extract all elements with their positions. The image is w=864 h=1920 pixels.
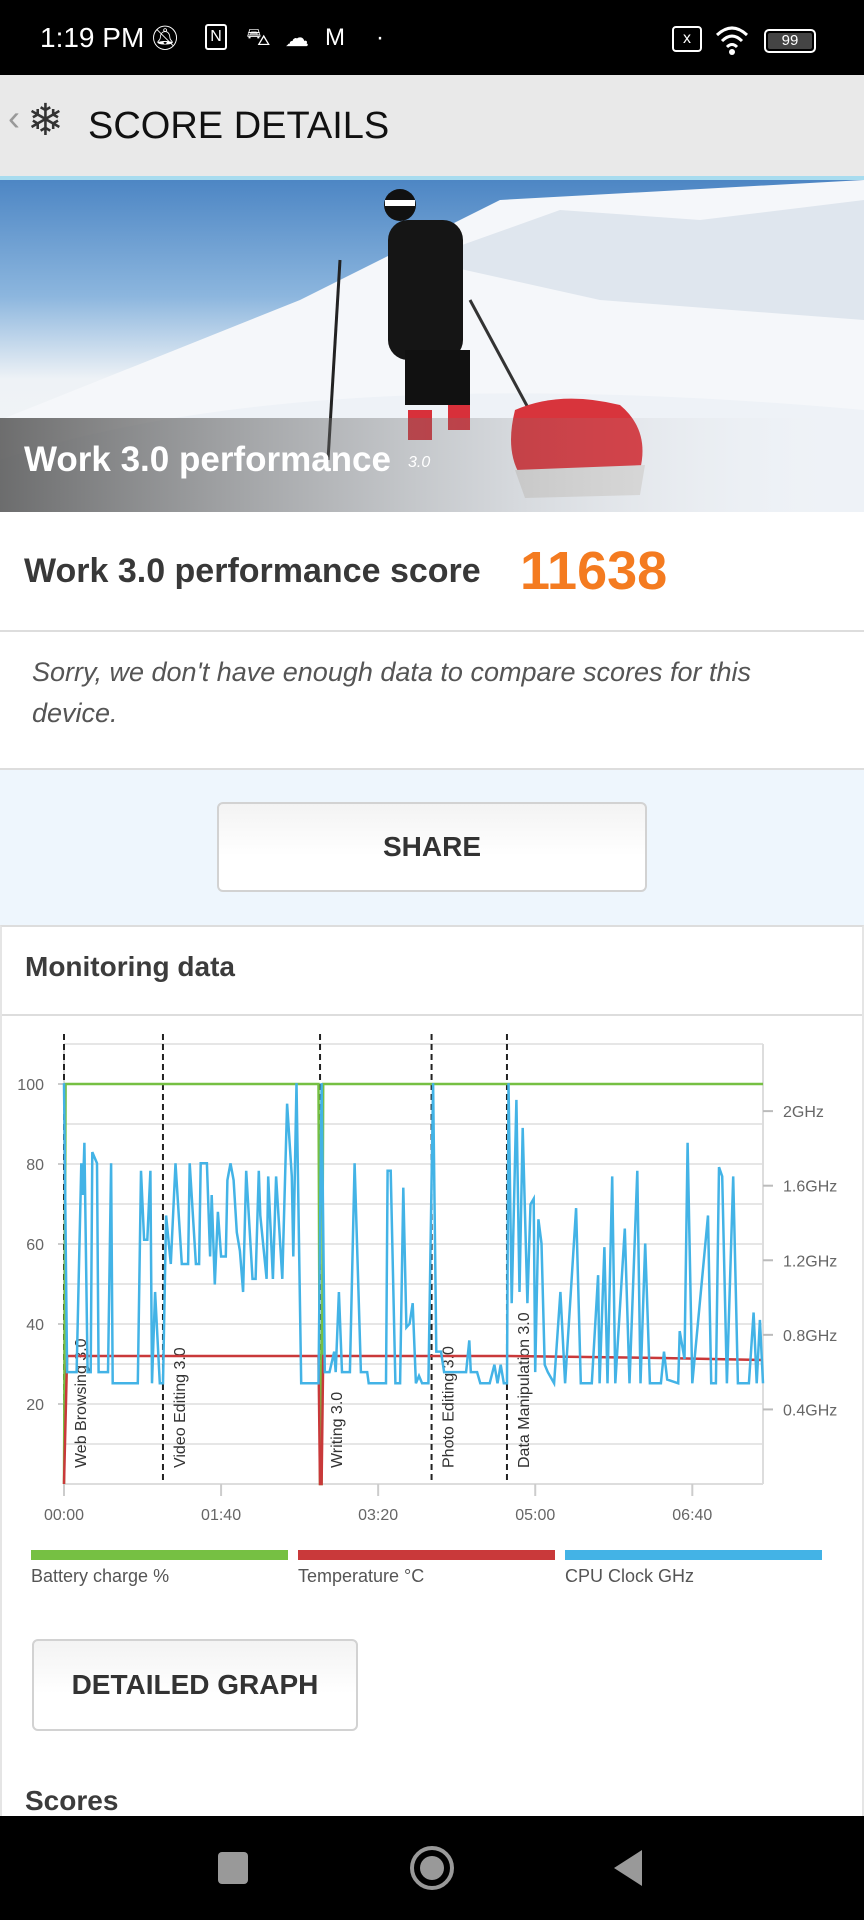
monitoring-card: Monitoring data DETAILED GRAPH Scores	[0, 925, 864, 1816]
navigation-bar	[0, 1816, 864, 1920]
status-time: 1:19 PM	[40, 22, 145, 53]
legend-label: Temperature °C	[298, 1566, 425, 1586]
score-label: Work 3.0 performance score	[24, 552, 481, 590]
dot-icon: ·	[376, 24, 384, 51]
back-button[interactable]	[612, 1848, 644, 1888]
notice-text: Sorry, we don't have enough data to comp…	[32, 657, 752, 728]
detailed-graph-button[interactable]: DETAILED GRAPH	[32, 1639, 358, 1731]
battery-level: 99	[768, 33, 812, 49]
hero-version: 3.0	[408, 454, 431, 471]
y-left-tick-label: 80	[26, 1157, 44, 1174]
y-right-tick-label: 1.6GHz	[783, 1179, 837, 1196]
score-value: 11638	[520, 541, 668, 601]
nfc-icon: N	[205, 24, 227, 50]
car-icon: ⛍	[246, 24, 271, 51]
mute-bell-icon: 🔕︎	[150, 25, 181, 52]
test-marker-label: Video Editing 3.0	[172, 1347, 189, 1468]
test-marker-label: Writing 3.0	[329, 1392, 346, 1468]
skier-illustration	[0, 180, 864, 512]
legend-item: Temperature °C	[298, 1550, 555, 1587]
y-right-tick-label: 0.4GHz	[783, 1402, 837, 1419]
legend-swatch	[31, 1550, 288, 1560]
series-line-cpu-clock	[62, 1083, 765, 1388]
monitoring-chart: 100 80 60 40 20 2GHz 1.6GHz 1.2GHz 0.8GHz 0.4GHz 0…	[17, 1034, 837, 1524]
snowflake-icon[interactable]: ❄	[27, 96, 64, 145]
test-marker-label: Photo Editing 3.0	[441, 1346, 458, 1468]
wifi-icon	[715, 26, 749, 55]
x-tick-label: 00:00	[44, 1507, 84, 1524]
series-line-temperature	[62, 1354, 764, 1486]
share-area: SHARE	[0, 770, 864, 925]
y-right-tick-label: 1.2GHz	[783, 1253, 837, 1270]
share-button[interactable]: SHARE	[217, 802, 647, 892]
hero-title: Work 3.0 performance	[24, 440, 391, 479]
test-marker-label: Data Manipulation 3.0	[516, 1312, 533, 1468]
monitoring-title: Monitoring data	[25, 951, 235, 982]
status-bar: 1:19 PM 🔕︎ N ⛍ ☁ M · x 99	[0, 0, 864, 75]
home-button[interactable]	[410, 1846, 454, 1890]
y-left-tick-label: 40	[26, 1317, 44, 1334]
chevron-left-icon[interactable]: ‹	[8, 97, 20, 138]
sim-x-icon: x	[672, 26, 702, 52]
hero-image: Work 3.0 performance 3.0	[0, 180, 864, 512]
compare-notice: Sorry, we don't have enough data to comp…	[0, 632, 864, 770]
x-tick-label: 05:00	[515, 1507, 555, 1524]
score-row: Work 3.0 performance score 11638	[0, 512, 864, 632]
x-tick-label: 03:20	[358, 1507, 398, 1524]
x-tick-label: 01:40	[201, 1507, 241, 1524]
page-title: SCORE DETAILS	[88, 105, 390, 147]
legend-label: CPU Clock GHz	[565, 1566, 695, 1586]
legend-item: CPU Clock GHz	[565, 1550, 822, 1587]
y-right-tick-label: 2GHz	[783, 1104, 824, 1121]
app-header: ‹ ❄ SCORE DETAILS	[0, 75, 864, 180]
y-left-tick-label: 60	[26, 1237, 44, 1254]
cloud-icon: ☁	[285, 25, 309, 52]
legend-swatch	[565, 1550, 822, 1560]
divider	[2, 1014, 862, 1016]
battery-icon: 99	[764, 29, 816, 53]
x-tick-label: 06:40	[672, 1507, 712, 1524]
y-left-tick-label: 20	[26, 1397, 44, 1414]
y-left-tick-label: 100	[17, 1077, 44, 1094]
legend-label: Battery charge %	[31, 1566, 170, 1586]
legend-swatch	[298, 1550, 555, 1560]
scores-title: Scores	[25, 1785, 119, 1816]
chart-legend: Battery charge % Temperature °C CPU Clock …	[0, 1550, 864, 1590]
recents-button[interactable]	[218, 1852, 248, 1884]
gmail-icon: M	[325, 24, 345, 51]
legend-item: Battery charge %	[31, 1550, 288, 1587]
y-right-tick-label: 0.8GHz	[783, 1328, 837, 1345]
